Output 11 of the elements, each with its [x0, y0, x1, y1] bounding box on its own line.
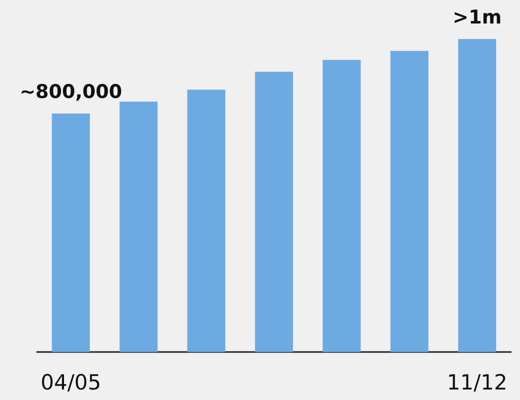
bar — [255, 72, 293, 352]
bar — [458, 39, 496, 352]
bar — [390, 50, 428, 352]
bar — [120, 102, 158, 352]
x-tick-label: 04/05 — [40, 370, 102, 394]
bar — [52, 114, 90, 352]
x-tick-label: 11/12 — [446, 370, 508, 394]
data-label: ~800,000 — [20, 81, 122, 104]
bar — [322, 60, 361, 352]
data-label: >1m — [452, 6, 502, 28]
bar — [187, 90, 226, 352]
